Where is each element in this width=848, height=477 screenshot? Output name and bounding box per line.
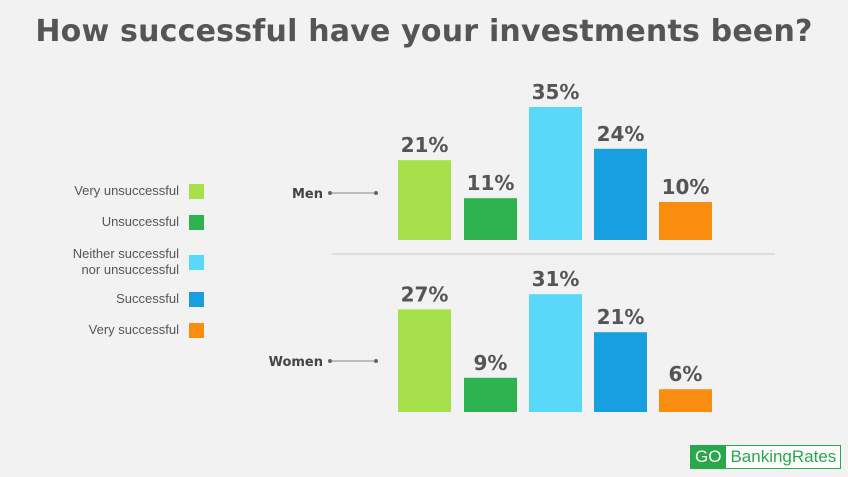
data-label: 35% <box>532 80 580 104</box>
logo-go-text: GO <box>690 445 727 469</box>
bar <box>398 309 451 412</box>
group-connector-dot-end <box>374 191 378 195</box>
legend-swatch <box>189 322 204 338</box>
group-connector-dot-start <box>328 191 332 195</box>
data-label: 10% <box>662 175 710 199</box>
bar <box>529 294 582 412</box>
legend-item: Very unsuccessful <box>74 183 204 199</box>
group-connector-dot-start <box>328 359 332 363</box>
legend-swatch <box>189 291 204 307</box>
legend-label: Very unsuccessful <box>74 183 179 198</box>
logo-brand-text: BankingRates <box>726 445 842 469</box>
bar <box>464 377 517 412</box>
legend-item: Successful <box>116 291 204 307</box>
legend-label: Very successful <box>88 322 179 337</box>
legend-item: Unsuccessful <box>102 214 204 230</box>
data-label: 21% <box>597 305 645 329</box>
chart-title: How successful have your investments bee… <box>35 14 813 49</box>
bar <box>594 148 647 240</box>
bar <box>464 198 517 240</box>
bar <box>529 107 582 240</box>
data-label: 27% <box>401 282 449 306</box>
group-connector-dot-end <box>374 359 378 363</box>
bar <box>398 160 451 240</box>
data-label: 6% <box>669 362 703 386</box>
legend-label: Unsuccessful <box>101 214 179 229</box>
gobankingrates-logo: GO BankingRates <box>690 445 842 469</box>
legend-label: Successful <box>116 291 179 306</box>
group-label: Women <box>269 355 323 370</box>
legend-swatch <box>189 214 204 230</box>
data-label: 21% <box>401 133 449 157</box>
legend-item: Neither successful nor unsuccessful <box>73 246 204 278</box>
legend-swatch <box>189 183 204 199</box>
bar <box>594 332 647 412</box>
legend-swatch <box>189 254 204 270</box>
bar <box>659 389 712 412</box>
data-label: 9% <box>474 351 508 375</box>
data-label: 11% <box>467 171 515 195</box>
legend: Very unsuccessful Unsuccessful Neither suc… <box>0 0 220 477</box>
group-label: Men <box>292 187 323 202</box>
data-label: 31% <box>532 267 580 291</box>
bar <box>659 202 712 240</box>
legend-item: Very successful <box>89 322 204 338</box>
data-label: 24% <box>597 122 645 146</box>
legend-label: Neither successful nor unsuccessful <box>72 246 179 277</box>
